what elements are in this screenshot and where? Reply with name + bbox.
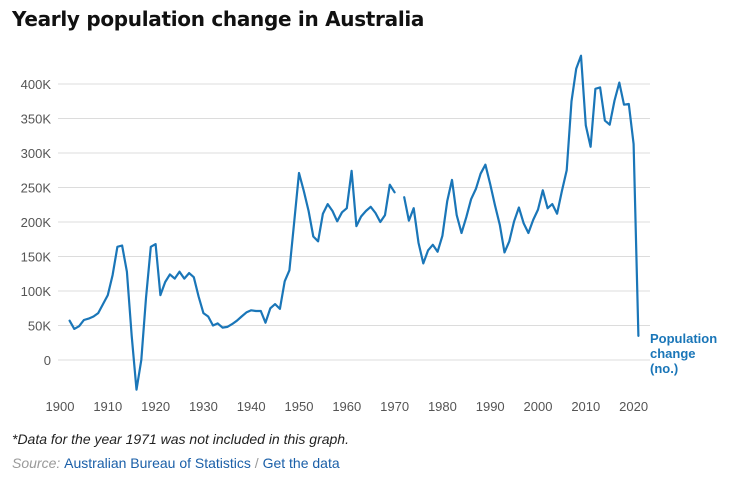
x-tick-label: 2010	[571, 399, 600, 414]
y-axis: 0 50K 100K 150K 200K 250K 300K 350K 400K	[21, 77, 52, 368]
gridlines	[58, 83, 650, 361]
line-chart: 0 50K 100K 150K 200K 250K 300K 350K 400K 1900 191…	[21, 54, 717, 414]
footnote: *Data for the year 1971 was not included…	[12, 431, 349, 447]
x-tick-label: 1990	[476, 399, 505, 414]
source-label: Source:	[12, 455, 61, 471]
y-tick-label: 200K	[21, 215, 52, 230]
source-link-abs[interactable]: Australian Bureau of Statistics	[64, 455, 251, 471]
y-tick-label: 250K	[21, 181, 52, 196]
x-tick-label: 1920	[141, 399, 170, 414]
source-line: Source: Australian Bureau of Statistics …	[12, 455, 340, 471]
series-line-segment	[403, 54, 640, 337]
get-the-data-link[interactable]: Get the data	[262, 455, 340, 471]
y-tick-label: 100K	[21, 284, 52, 299]
y-tick-label: 150K	[21, 250, 52, 265]
source-separator: /	[254, 455, 259, 471]
x-tick-label: 1950	[285, 399, 314, 414]
chart-title: Yearly population change in Australia	[12, 7, 425, 31]
y-tick-label: 350K	[21, 112, 52, 127]
x-tick-label: 1900	[46, 399, 75, 414]
x-tick-label: 2020	[619, 399, 648, 414]
x-axis: 1900 1910 1920 1930 1940 1950 1960 1970 1980 1990…	[46, 399, 649, 414]
y-tick-label: 0	[44, 353, 51, 368]
x-tick-label: 2000	[524, 399, 553, 414]
end-label-line: Population	[650, 331, 717, 346]
x-tick-label: 1980	[428, 399, 457, 414]
end-label-line: change	[650, 346, 696, 361]
y-tick-label: 400K	[21, 77, 52, 92]
series-population-change	[68, 54, 640, 391]
x-tick-label: 1940	[237, 399, 266, 414]
x-tick-label: 1960	[332, 399, 361, 414]
y-tick-label: 50K	[28, 319, 51, 334]
end-label-line: (no.)	[650, 361, 678, 376]
x-tick-label: 1930	[189, 399, 218, 414]
series-end-label: Population change (no.)	[650, 331, 717, 376]
y-tick-label: 300K	[21, 146, 52, 161]
x-tick-label: 1910	[93, 399, 122, 414]
series-line-segment	[68, 169, 396, 391]
x-tick-label: 1970	[380, 399, 409, 414]
